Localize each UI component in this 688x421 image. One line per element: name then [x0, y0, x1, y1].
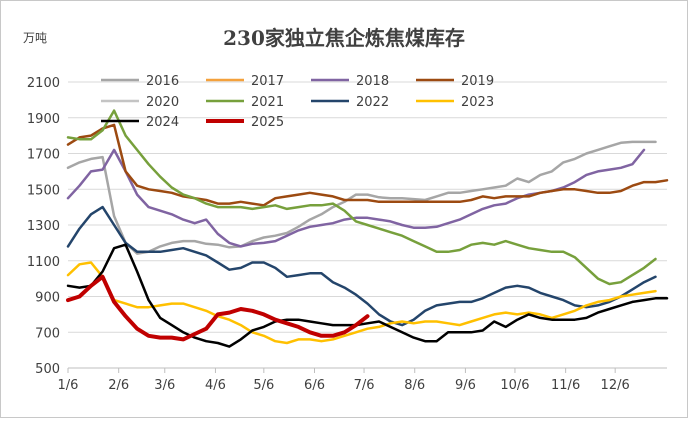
series-line-2022: [66, 205, 657, 327]
series-lines: [66, 109, 669, 348]
legend-label-2022: 2022: [356, 95, 389, 110]
x-tick-label: 12/6: [601, 378, 630, 393]
series-line-2024: [66, 243, 669, 348]
x-tick-label: 11/6: [551, 378, 580, 393]
series-line-2019: [66, 123, 669, 207]
legend-label-2025: 2025: [251, 115, 284, 130]
y-tick-label: 1300: [27, 219, 60, 234]
x-tick-label: 5/6: [253, 378, 274, 393]
x-tick-label: 3/6: [154, 378, 175, 393]
legend: 2016 2017 2018 2019 2020 2021 2022 2023 2024 2025: [101, 74, 494, 130]
series-line-2018: [66, 148, 646, 248]
unit-label: 万吨: [23, 31, 47, 45]
series-line-2016: [66, 140, 657, 255]
legend-label-2024: 2024: [146, 115, 179, 130]
y-tick-label: 500: [35, 362, 60, 377]
legend-label-2020: 2020: [146, 95, 179, 110]
legend-label-2017: 2017: [251, 74, 284, 89]
grid-lines: [68, 81, 667, 333]
legend-label-2018: 2018: [356, 74, 389, 89]
x-tick-label: 4/6: [205, 378, 226, 393]
x-tick-label: 1/6: [58, 378, 79, 393]
x-tick-label: 8/6: [404, 378, 425, 393]
legend-label-2023: 2023: [461, 95, 494, 110]
y-tick-label: 1100: [27, 255, 60, 270]
y-tick-label: 700: [35, 326, 60, 341]
x-tick-label: 9/6: [455, 378, 476, 393]
y-tick-label: 900: [35, 291, 60, 306]
legend-label-2016: 2016: [146, 74, 179, 89]
y-tick-label: 1900: [27, 112, 60, 127]
y-tick-label: 1500: [27, 183, 60, 198]
x-tick-label: 2/6: [108, 378, 129, 393]
series-line-2025: [66, 274, 370, 342]
y-tick-label: 1700: [27, 148, 60, 163]
series-line-2021: [66, 109, 657, 286]
y-tick-label: 2100: [27, 76, 60, 91]
chart-title: 230家独立焦企炼焦煤库存: [223, 26, 465, 50]
legend-label-2021: 2021: [251, 95, 284, 110]
series-line-2023: [66, 261, 657, 345]
legend-label-2019: 2019: [461, 74, 494, 89]
x-tick-label: 7/6: [354, 378, 375, 393]
x-tick-label: 6/6: [304, 378, 325, 393]
axes: 500 700 900 1100 1300 1500 1700 1900 2100 1/6 2/6 3…: [27, 76, 667, 393]
x-tick-label: 10/6: [500, 378, 529, 393]
